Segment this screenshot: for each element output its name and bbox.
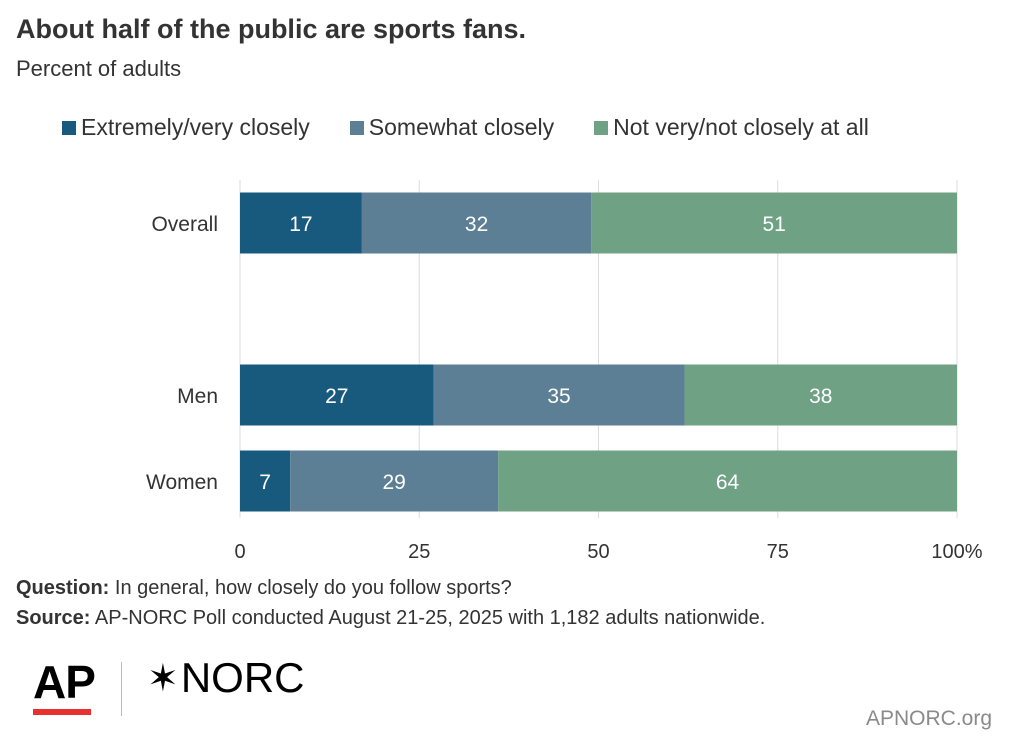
chart-title: About half of the public are sports fans…: [16, 14, 527, 44]
legend-swatch-somewhat: [349, 120, 364, 135]
bar-segment: [433, 364, 685, 426]
x-tick-label: 100%: [931, 541, 982, 563]
logo-divider: [121, 662, 122, 716]
category-label: Women: [146, 471, 218, 494]
legend-item-extremely: Extremely/very closely: [62, 114, 310, 141]
bar-value-label: 38: [809, 385, 832, 408]
site-url: APNORC.org: [865, 707, 992, 730]
bar-segment: [240, 450, 291, 512]
legend-item-not-closely: Not very/not closely at all: [594, 114, 869, 141]
category-label: Men: [177, 385, 218, 408]
legend-swatch-not-closely: [594, 120, 609, 135]
footer-source: Source: AP-NORC Poll conducted August 21…: [16, 607, 765, 630]
stacked-bar-chart: 0 25 50 75 100% 17 32 51 Overall 27 35 38 Men 7 29 64 Wo…: [146, 180, 983, 563]
x-tick-label: 25: [408, 541, 430, 563]
legend-swatch-extremely: [62, 120, 76, 135]
bar-value-label: 17: [289, 213, 312, 236]
ap-logo: AP: [33, 656, 96, 708]
bar-value-label: 35: [547, 385, 570, 408]
bar-value-label: 27: [325, 385, 348, 408]
norc-logo: ✶ NORC: [147, 654, 305, 702]
bar-segment: [591, 192, 957, 254]
legend-label-somewhat: Somewhat closely: [368, 114, 555, 140]
category-label: Overall: [151, 213, 218, 236]
chart-subtitle: Percent of adults: [16, 56, 182, 81]
bar-segment: [240, 364, 434, 426]
legend-label-not-closely: Not very/not closely at all: [613, 114, 869, 140]
bar-segment: [498, 450, 957, 512]
question-text: In general, how closely do you follow sp…: [109, 577, 512, 599]
legend: Extremely/very closely Somewhat closely …: [62, 114, 869, 141]
x-tick-label: 75: [767, 541, 789, 563]
legend-label-extremely: Extremely/very closely: [81, 114, 310, 140]
bar-segment: [361, 192, 592, 254]
bar-value-label: 29: [382, 471, 405, 494]
legend-item-somewhat: Somewhat closely: [349, 114, 555, 141]
x-tick-label: 0: [234, 541, 245, 563]
bar-value-label: 32: [465, 213, 488, 236]
source-label: Source:: [16, 607, 91, 629]
source-text: AP-NORC Poll conducted August 21-25, 202…: [90, 607, 766, 629]
bar-value-label: 51: [762, 213, 785, 236]
bar-segment: [240, 192, 362, 254]
bar-segment: [290, 450, 499, 512]
bar-value-label: 64: [716, 471, 740, 494]
ap-logo-accent-bar: [33, 709, 91, 715]
bar-value-label: 7: [259, 471, 271, 494]
footer-question: Question: In general, how closely do you…: [16, 577, 512, 600]
norc-star-icon: ✶: [147, 657, 179, 700]
bar-segment: [684, 364, 957, 426]
x-tick-label: 50: [587, 541, 609, 563]
norc-logo-text: NORC: [180, 654, 305, 701]
question-label: Question:: [16, 577, 110, 599]
